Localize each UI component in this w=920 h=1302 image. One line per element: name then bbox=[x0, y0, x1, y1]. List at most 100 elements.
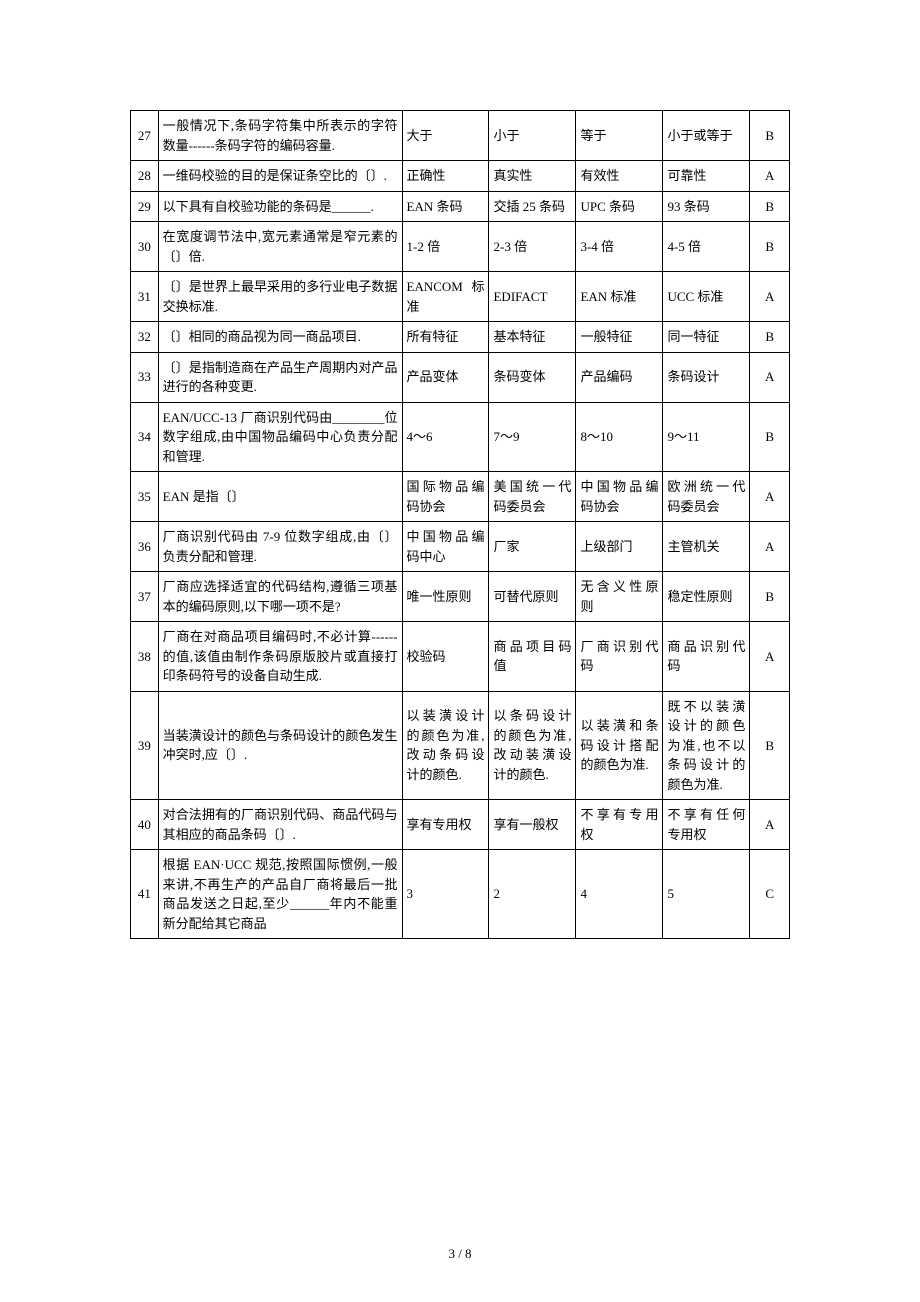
option-d-cell: 4-5 倍 bbox=[663, 222, 750, 272]
option-c-cell: UPC 条码 bbox=[576, 191, 663, 222]
option-d-cell: 商品识别代码 bbox=[663, 622, 750, 692]
option-a-cell: 正确性 bbox=[402, 161, 489, 192]
option-a-cell: 产品变体 bbox=[402, 352, 489, 402]
table-row: 37厂商应选择适宜的代码结构,遵循三项基本的编码原则,以下哪一项不是?唯一性原则… bbox=[131, 572, 790, 622]
option-a-cell: 唯一性原则 bbox=[402, 572, 489, 622]
question-cell: 厂商识别代码由 7-9 位数字组成,由〔〕负责分配和管理. bbox=[158, 522, 402, 572]
question-cell: 〔〕是指制造商在产品生产周期内对产品进行的各种变更. bbox=[158, 352, 402, 402]
option-b-cell: 享有一般权 bbox=[489, 800, 576, 850]
question-cell: 以下具有自校验功能的条码是______. bbox=[158, 191, 402, 222]
answer-cell: A bbox=[750, 622, 790, 692]
answer-cell: A bbox=[750, 352, 790, 402]
option-b-cell: 2 bbox=[489, 850, 576, 939]
answer-cell: B bbox=[750, 322, 790, 353]
option-b-cell: 以条码设计的颜色为准,改动装潢设计的颜色. bbox=[489, 691, 576, 800]
option-a-cell: EANCOM标准 bbox=[402, 272, 489, 322]
option-b-cell: 2-3 倍 bbox=[489, 222, 576, 272]
question-cell: 厂商在对商品项目编码时,不必计算------的值,该值由制作条码原版胶片或直接打… bbox=[158, 622, 402, 692]
row-number: 37 bbox=[131, 572, 159, 622]
option-c-cell: 一般特征 bbox=[576, 322, 663, 353]
question-cell: EAN 是指〔〕 bbox=[158, 472, 402, 522]
row-number: 39 bbox=[131, 691, 159, 800]
option-a-cell: 享有专用权 bbox=[402, 800, 489, 850]
option-c-cell: 3-4 倍 bbox=[576, 222, 663, 272]
option-c-cell: 4 bbox=[576, 850, 663, 939]
option-b-cell: 商品项目码值 bbox=[489, 622, 576, 692]
question-cell: 一般情况下,条码字符集中所表示的字符数量------条码字符的编码容量. bbox=[158, 111, 402, 161]
answer-cell: B bbox=[750, 222, 790, 272]
answer-cell: A bbox=[750, 272, 790, 322]
question-cell: 根据 EAN·UCC 规范,按照国际惯例,一般来讲,不再生产的产品自厂商将最后一… bbox=[158, 850, 402, 939]
option-a-cell: 中国物品编码中心 bbox=[402, 522, 489, 572]
table-row: 35EAN 是指〔〕国际物品编码协会美国统一代码委员会中国物品编码协会欧洲统一代… bbox=[131, 472, 790, 522]
option-d-cell: 9～11 bbox=[663, 402, 750, 472]
row-number: 30 bbox=[131, 222, 159, 272]
row-number: 31 bbox=[131, 272, 159, 322]
option-b-cell: 真实性 bbox=[489, 161, 576, 192]
option-a-cell: 以装潢设计的颜色为准,改动条码设计的颜色. bbox=[402, 691, 489, 800]
row-number: 41 bbox=[131, 850, 159, 939]
option-d-cell: UCC 标准 bbox=[663, 272, 750, 322]
option-a-cell: 3 bbox=[402, 850, 489, 939]
row-number: 29 bbox=[131, 191, 159, 222]
question-table: 27一般情况下,条码字符集中所表示的字符数量------条码字符的编码容量.大于… bbox=[130, 110, 790, 939]
row-number: 34 bbox=[131, 402, 159, 472]
option-a-cell: 校验码 bbox=[402, 622, 489, 692]
option-d-cell: 小于或等于 bbox=[663, 111, 750, 161]
option-c-cell: 以装潢和条码设计搭配的颜色为准. bbox=[576, 691, 663, 800]
option-d-cell: 93 条码 bbox=[663, 191, 750, 222]
option-d-cell: 欧洲统一代码委员会 bbox=[663, 472, 750, 522]
option-a-cell: 1-2 倍 bbox=[402, 222, 489, 272]
question-cell: 一维码校验的目的是保证条空比的〔〕. bbox=[158, 161, 402, 192]
answer-cell: C bbox=[750, 850, 790, 939]
answer-cell: B bbox=[750, 111, 790, 161]
option-c-cell: 无含义性原则 bbox=[576, 572, 663, 622]
question-cell: 厂商应选择适宜的代码结构,遵循三项基本的编码原则,以下哪一项不是? bbox=[158, 572, 402, 622]
option-b-cell: 条码变体 bbox=[489, 352, 576, 402]
option-d-cell: 主管机关 bbox=[663, 522, 750, 572]
option-c-cell: EAN 标准 bbox=[576, 272, 663, 322]
question-cell: 对合法拥有的厂商识别代码、商品代码与其相应的商品条码〔〕. bbox=[158, 800, 402, 850]
option-a-cell: EAN 条码 bbox=[402, 191, 489, 222]
answer-cell: B bbox=[750, 572, 790, 622]
answer-cell: B bbox=[750, 191, 790, 222]
table-row: 38厂商在对商品项目编码时,不必计算------的值,该值由制作条码原版胶片或直… bbox=[131, 622, 790, 692]
table-row: 40对合法拥有的厂商识别代码、商品代码与其相应的商品条码〔〕.享有专用权享有一般… bbox=[131, 800, 790, 850]
row-number: 33 bbox=[131, 352, 159, 402]
option-b-cell: 小于 bbox=[489, 111, 576, 161]
option-b-cell: 交插 25 条码 bbox=[489, 191, 576, 222]
option-d-cell: 条码设计 bbox=[663, 352, 750, 402]
answer-cell: A bbox=[750, 472, 790, 522]
option-a-cell: 大于 bbox=[402, 111, 489, 161]
table-row: 30在宽度调节法中,宽元素通常是窄元素的〔〕倍.1-2 倍2-3 倍3-4 倍4… bbox=[131, 222, 790, 272]
question-cell: 在宽度调节法中,宽元素通常是窄元素的〔〕倍. bbox=[158, 222, 402, 272]
table-row: 41根据 EAN·UCC 规范,按照国际惯例,一般来讲,不再生产的产品自厂商将最… bbox=[131, 850, 790, 939]
option-a-cell: 4～6 bbox=[402, 402, 489, 472]
answer-cell: B bbox=[750, 402, 790, 472]
option-c-cell: 产品编码 bbox=[576, 352, 663, 402]
table-row: 27一般情况下,条码字符集中所表示的字符数量------条码字符的编码容量.大于… bbox=[131, 111, 790, 161]
option-c-cell: 8～10 bbox=[576, 402, 663, 472]
document-page: 27一般情况下,条码字符集中所表示的字符数量------条码字符的编码容量.大于… bbox=[0, 0, 920, 1302]
table-row: 39当装潢设计的颜色与条码设计的颜色发生冲突时,应〔〕.以装潢设计的颜色为准,改… bbox=[131, 691, 790, 800]
answer-cell: A bbox=[750, 161, 790, 192]
table-row: 28一维码校验的目的是保证条空比的〔〕.正确性真实性有效性可靠性A bbox=[131, 161, 790, 192]
row-number: 36 bbox=[131, 522, 159, 572]
answer-cell: A bbox=[750, 800, 790, 850]
option-b-cell: 可替代原则 bbox=[489, 572, 576, 622]
option-c-cell: 上级部门 bbox=[576, 522, 663, 572]
table-row: 31〔〕是世界上最早采用的多行业电子数据交换标准.EANCOM标准EDIFACT… bbox=[131, 272, 790, 322]
option-a-cell: 所有特征 bbox=[402, 322, 489, 353]
answer-cell: B bbox=[750, 691, 790, 800]
question-cell: EAN/UCC-13 厂商识别代码由________位数字组成,由中国物品编码中… bbox=[158, 402, 402, 472]
table-row: 29以下具有自校验功能的条码是______.EAN 条码交插 25 条码UPC … bbox=[131, 191, 790, 222]
option-c-cell: 厂商识别代码 bbox=[576, 622, 663, 692]
row-number: 28 bbox=[131, 161, 159, 192]
option-d-cell: 5 bbox=[663, 850, 750, 939]
question-cell: 〔〕相同的商品视为同一商品项目. bbox=[158, 322, 402, 353]
row-number: 38 bbox=[131, 622, 159, 692]
option-c-cell: 有效性 bbox=[576, 161, 663, 192]
option-b-cell: 美国统一代码委员会 bbox=[489, 472, 576, 522]
option-c-cell: 等于 bbox=[576, 111, 663, 161]
table-row: 34EAN/UCC-13 厂商识别代码由________位数字组成,由中国物品编… bbox=[131, 402, 790, 472]
